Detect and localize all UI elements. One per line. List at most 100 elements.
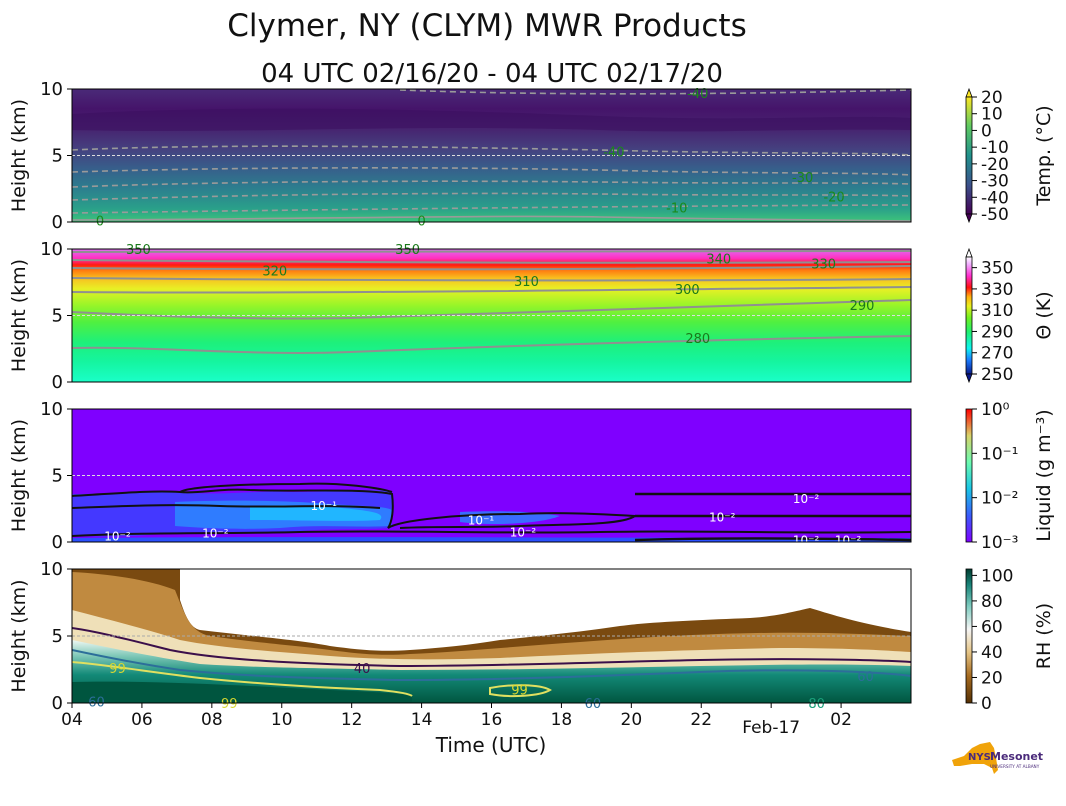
y-tick-label: 10 (40, 559, 63, 580)
y-axis-title: Height (km) (8, 99, 30, 212)
x-tick-label-date: Feb-17 (742, 718, 800, 738)
temperature-colorbar-bar (965, 96, 973, 215)
colorbar-tick-label: 20 (981, 88, 1003, 108)
y-axis-title: Height (km) (8, 419, 30, 532)
theta-isentrope-line (72, 265, 911, 271)
y-tick-label: 10 (40, 399, 63, 420)
contour-label: -20 (823, 191, 844, 206)
x-tick-label: 12 (341, 710, 363, 730)
contour-label: 310 (514, 275, 539, 290)
colorbar-tick-label: 0 (981, 694, 992, 714)
contour-label: 40 (354, 662, 371, 677)
contour-label: 10⁻¹ (468, 513, 495, 527)
theta-isentrope-line (72, 259, 911, 264)
colorbar-tick-label: 290 (981, 322, 1013, 342)
contour-label: 10⁻² (104, 529, 131, 543)
rh-saturated-core (72, 681, 412, 703)
colorbar-title: Θ (K) (1033, 291, 1055, 339)
y-tick-label: 0 (52, 372, 63, 393)
rh-contour-line (72, 627, 911, 668)
contour-label: -40 (603, 146, 624, 161)
theta-isentrope-line (72, 299, 911, 320)
colorbar-tick-label: 10⁻¹ (981, 444, 1018, 464)
contour-label: -10 (666, 201, 687, 216)
theta-colorbar (965, 247, 973, 384)
contour-label: 320 (262, 264, 287, 279)
colorbar-tick-label: 10⁻³ (981, 533, 1018, 553)
y-tick-label: 5 (52, 626, 63, 647)
contour-label: 10⁻¹ (310, 499, 337, 513)
colorbar-title: Temp. (°C) (1033, 105, 1055, 206)
colorbar-tick-label: 80 (981, 592, 1003, 612)
contour-label: 80 (808, 697, 825, 712)
theta-isentrope-line (72, 335, 911, 354)
colorbar-tick-label: -10 (981, 138, 1009, 158)
colorbar-tick-label: 310 (981, 301, 1013, 321)
rh-saturated-layer (72, 640, 911, 703)
ny-state-shape (952, 742, 998, 774)
nys-mesonet-logo: NYS Mesonet UNIVERSITY AT ALBANY (952, 742, 1043, 774)
contour-label: 350 (126, 243, 151, 258)
x-tick-label: 02 (830, 710, 852, 730)
y-tick-label: 10 (40, 79, 63, 100)
theta-isentrope-line (72, 286, 911, 294)
theta-isentrope-line (72, 277, 911, 282)
contour-label: 10⁻² (709, 511, 736, 525)
liquid-panel: 10⁻¹ 10⁻¹ 10⁻² 10⁻² 10⁻² 10⁻² 10⁻² 10⁻² 10⁻² (71, 408, 912, 547)
x-tick-label: 22 (690, 710, 712, 730)
y-tick-label: 5 (52, 146, 63, 167)
x-tick-label: 16 (481, 710, 503, 730)
contour-label: 10⁻² (793, 533, 820, 547)
y-axis-title: Height (km) (8, 579, 30, 692)
colorbar-tick-label: 10 (981, 105, 1003, 125)
contour-label: 10⁻² (510, 525, 537, 539)
contour-label: 10⁻² (835, 533, 862, 547)
logo-mesonet-text: Mesonet (990, 750, 1043, 763)
rh-colorbar-bar (965, 568, 973, 704)
x-tick-label: 20 (621, 710, 643, 730)
contour-label: 290 (850, 299, 875, 314)
theta-colorbar-extend (965, 247, 973, 258)
temperature-isotherm-line (72, 192, 911, 201)
rh-contour-line (489, 684, 552, 698)
colorbar-tick-label: 20 (981, 668, 1003, 688)
temperature-isotherm-line (72, 180, 911, 188)
temperature-colorbar (965, 87, 973, 224)
theta-colorbar-extend (965, 373, 973, 384)
theta-panel: 280 290 300 310 320 330 340 350 350 (71, 243, 912, 383)
y-tick-label: 10 (40, 239, 63, 260)
colorbar-tick-label: 250 (981, 365, 1013, 385)
x-tick-label: 10 (271, 710, 293, 730)
temperature-colorbar-extend (965, 87, 973, 98)
x-tick-label: 06 (131, 710, 153, 730)
contour-label: 99 (109, 662, 126, 677)
y-tick-label: 0 (52, 532, 63, 553)
contour-label: -40 (687, 87, 708, 102)
x-tick-label: 04 (61, 710, 83, 730)
temperature-colorbar-extend (965, 213, 973, 224)
contour-label: 340 (706, 252, 731, 267)
y-tick-label: 0 (52, 212, 63, 233)
contour-label: 10⁻² (793, 492, 820, 506)
y-tick-label: 5 (52, 306, 63, 327)
liquid-contour-line (72, 504, 381, 509)
colorbar-tick-label: 0 (981, 121, 992, 141)
logo-subtext: UNIVERSITY AT ALBANY (990, 764, 1040, 769)
liquid-colorbar-bar (965, 408, 973, 543)
contour-label: 60 (857, 670, 874, 685)
colorbar-tick-label: 40 (981, 643, 1003, 663)
temperature-isotherm-line (72, 204, 911, 214)
liquid-contour-line (179, 482, 393, 493)
x-tick-label: 18 (551, 710, 573, 730)
contour-label: 330 (811, 258, 836, 273)
temperature-isotherm-line (72, 215, 911, 222)
colorbar-tick-label: 10⁰ (981, 400, 1010, 420)
theta-field (72, 249, 911, 382)
rh-contour-line (72, 661, 413, 697)
y-tick-label: 5 (52, 466, 63, 487)
liquid-contour-line (72, 488, 639, 529)
colorbar-tick-label: -30 (981, 172, 1009, 192)
theta-colorbar-bar (965, 256, 973, 375)
contour-label: 60 (585, 697, 602, 712)
